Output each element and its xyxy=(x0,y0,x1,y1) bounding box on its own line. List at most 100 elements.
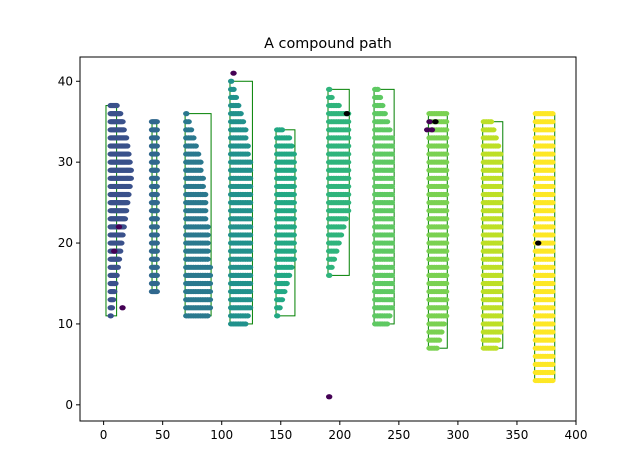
data-point xyxy=(442,127,450,133)
data-point xyxy=(153,191,160,198)
data-point xyxy=(119,232,126,238)
data-point xyxy=(290,216,297,222)
y-tick-label: 10 xyxy=(58,317,73,331)
data-point xyxy=(344,167,352,173)
data-point xyxy=(442,224,450,230)
data-point xyxy=(204,240,211,246)
data-point xyxy=(153,151,160,157)
data-point xyxy=(497,208,504,214)
highlight-point xyxy=(230,70,237,76)
data-point xyxy=(344,191,352,198)
data-point xyxy=(376,94,384,101)
data-point xyxy=(206,297,214,303)
data-point xyxy=(487,119,495,125)
data-point xyxy=(549,167,556,173)
data-point xyxy=(204,248,211,254)
data-point xyxy=(153,232,160,238)
data-point xyxy=(239,119,247,125)
data-point xyxy=(549,337,556,343)
data-point xyxy=(153,175,160,181)
data-point xyxy=(333,248,340,254)
data-point xyxy=(442,232,450,238)
series-column-5 xyxy=(274,127,297,319)
data-point xyxy=(497,191,504,198)
data-point xyxy=(288,143,295,149)
data-point xyxy=(549,369,556,376)
data-point xyxy=(125,151,132,157)
data-point xyxy=(201,191,209,198)
data-point xyxy=(549,313,556,319)
data-point xyxy=(383,321,391,327)
data-point xyxy=(344,183,352,190)
data-point xyxy=(185,119,192,125)
data-point xyxy=(344,200,352,206)
data-point xyxy=(153,280,160,287)
data-point xyxy=(278,127,286,133)
data-point xyxy=(497,272,504,278)
data-point xyxy=(344,151,352,157)
data-point xyxy=(153,224,160,230)
data-point xyxy=(344,159,352,165)
data-point xyxy=(549,111,556,117)
data-point xyxy=(246,288,254,295)
data-point xyxy=(388,297,395,303)
data-point xyxy=(206,288,214,295)
data-point xyxy=(246,280,254,287)
data-point xyxy=(497,175,504,181)
data-point xyxy=(549,272,556,278)
data-point xyxy=(388,208,395,214)
data-point xyxy=(344,175,352,181)
data-point xyxy=(497,256,504,262)
boxes-layer xyxy=(105,80,556,382)
data-point xyxy=(246,248,254,254)
data-point xyxy=(187,127,195,133)
data-point xyxy=(388,280,395,287)
data-point xyxy=(199,175,207,181)
series-column-2 xyxy=(148,119,160,295)
x-tick-label: 350 xyxy=(505,428,528,442)
data-point xyxy=(290,248,297,254)
data-point xyxy=(497,216,504,222)
data-point xyxy=(120,127,127,133)
data-point xyxy=(246,224,254,230)
highlight-point xyxy=(424,127,431,133)
data-point xyxy=(549,159,556,165)
data-point xyxy=(386,313,393,319)
data-point xyxy=(497,288,504,295)
data-point xyxy=(197,167,204,173)
data-point xyxy=(388,264,395,270)
data-point xyxy=(232,94,240,101)
data-point xyxy=(325,272,333,278)
data-point xyxy=(118,240,125,246)
data-point xyxy=(497,329,504,335)
data-point xyxy=(153,119,160,125)
data-point xyxy=(290,224,297,230)
data-point xyxy=(549,183,556,190)
data-point xyxy=(290,175,297,181)
data-point xyxy=(274,313,281,319)
series-column-6 xyxy=(325,86,352,400)
data-point xyxy=(344,208,352,214)
data-point xyxy=(153,216,160,222)
data-point xyxy=(126,159,133,165)
highlight-point xyxy=(432,119,439,125)
data-point xyxy=(204,256,211,262)
data-point xyxy=(328,264,335,270)
data-point xyxy=(328,94,335,101)
x-tick-label: 300 xyxy=(446,428,469,442)
data-point xyxy=(113,102,120,109)
data-point xyxy=(497,151,504,157)
highlight-point xyxy=(119,305,126,311)
data-point xyxy=(242,321,249,327)
data-point xyxy=(442,135,450,141)
data-point xyxy=(246,183,254,190)
data-point xyxy=(442,200,450,206)
axes-frame xyxy=(79,56,577,422)
data-point xyxy=(288,264,295,270)
data-point xyxy=(204,224,211,230)
data-point xyxy=(344,143,352,149)
data-point xyxy=(549,191,556,198)
data-point xyxy=(109,297,117,303)
